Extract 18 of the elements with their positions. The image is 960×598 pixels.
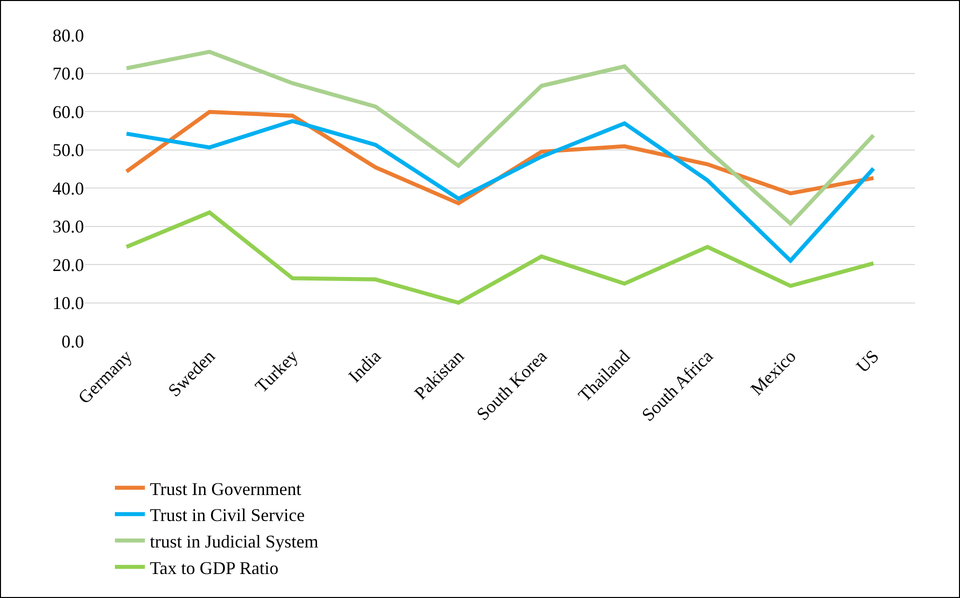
legend-label: Trust In Government: [150, 478, 302, 499]
x-tick-label: India: [344, 346, 385, 386]
x-tick-label: US: [852, 346, 883, 376]
line-series: [124, 50, 876, 226]
y-tick-label: 10.0: [52, 293, 84, 314]
line-series: [124, 210, 876, 305]
y-tick-label: 80.0: [52, 25, 84, 46]
y-tick-label: 70.0: [52, 64, 84, 84]
y-tick-label: 30.0: [52, 216, 84, 237]
line-series: [124, 119, 876, 263]
legend-label: Tax to GDP Ratio: [150, 558, 278, 578]
y-tick-label: 60.0: [52, 102, 84, 122]
y-tick-label: 50.0: [52, 140, 84, 160]
y-tick-label: 20.0: [52, 254, 84, 275]
y-tick-label: 0.0: [62, 331, 84, 352]
legend-label: Trust in Civil Service: [150, 505, 305, 526]
y-tick-label: 40.0: [52, 178, 84, 198]
legend-label: trust in Judicial System: [150, 532, 318, 552]
